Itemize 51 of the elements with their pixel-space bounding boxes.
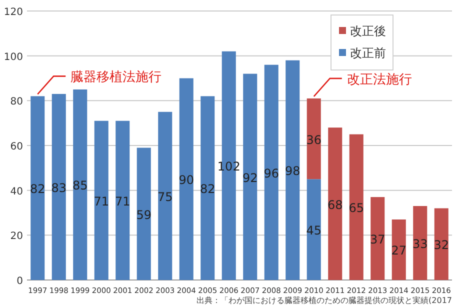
bar xyxy=(286,60,300,280)
bar xyxy=(30,96,45,280)
data-label: 75 xyxy=(157,190,173,204)
bar xyxy=(392,219,406,280)
y-tick-label: 0 xyxy=(16,276,23,287)
bar xyxy=(179,78,194,280)
data-label: 85 xyxy=(72,178,88,193)
legend-label: 改正後 xyxy=(350,24,386,38)
y-tick-label: 60 xyxy=(10,142,23,152)
bar xyxy=(94,120,108,280)
y-tick-label: 40 xyxy=(10,186,23,198)
data-label: 71 xyxy=(114,194,130,208)
bar xyxy=(306,98,321,180)
data-label: 33 xyxy=(412,237,428,252)
data-label: 27 xyxy=(391,244,407,258)
bar xyxy=(136,148,151,280)
data-label: 83 xyxy=(51,180,67,195)
data-label: 59 xyxy=(136,208,152,222)
annotation: 改正法施行 xyxy=(346,72,412,88)
data-label: 96 xyxy=(264,166,280,180)
bar xyxy=(243,74,258,280)
bar xyxy=(434,208,448,280)
data-label: 92 xyxy=(242,170,258,185)
bar xyxy=(158,112,172,280)
bar xyxy=(328,128,342,280)
bar xyxy=(116,120,130,280)
bar xyxy=(200,96,215,280)
bar xyxy=(264,64,278,280)
legend-label: 改正前 xyxy=(350,46,386,60)
data-label: 82 xyxy=(30,182,46,196)
data-label: 36 xyxy=(306,132,322,147)
y-tick-label: 80 xyxy=(10,96,23,108)
data-label: 37 xyxy=(370,232,386,247)
data-label: 71 xyxy=(94,194,110,208)
data-label: 90 xyxy=(178,173,194,188)
bar xyxy=(349,134,364,280)
bar xyxy=(52,94,66,280)
annotation: 臓器移植法施行 xyxy=(70,70,162,86)
bar xyxy=(413,206,428,280)
bar xyxy=(370,197,385,280)
data-label: 65 xyxy=(348,201,364,216)
bar xyxy=(306,179,321,280)
bar xyxy=(73,89,88,280)
y-tick-label: 120 xyxy=(4,7,23,18)
data-label: 32 xyxy=(434,238,450,252)
data-label: 98 xyxy=(284,164,300,178)
y-tick-label: 100 xyxy=(4,52,23,63)
source-note: 出典：「わが国における臓器移植のための臓器提供の現状と実績(2017 xyxy=(196,296,452,305)
data-label: 82 xyxy=(200,182,216,196)
y-tick-label: 20 xyxy=(10,231,23,242)
data-label: 68 xyxy=(327,198,343,212)
